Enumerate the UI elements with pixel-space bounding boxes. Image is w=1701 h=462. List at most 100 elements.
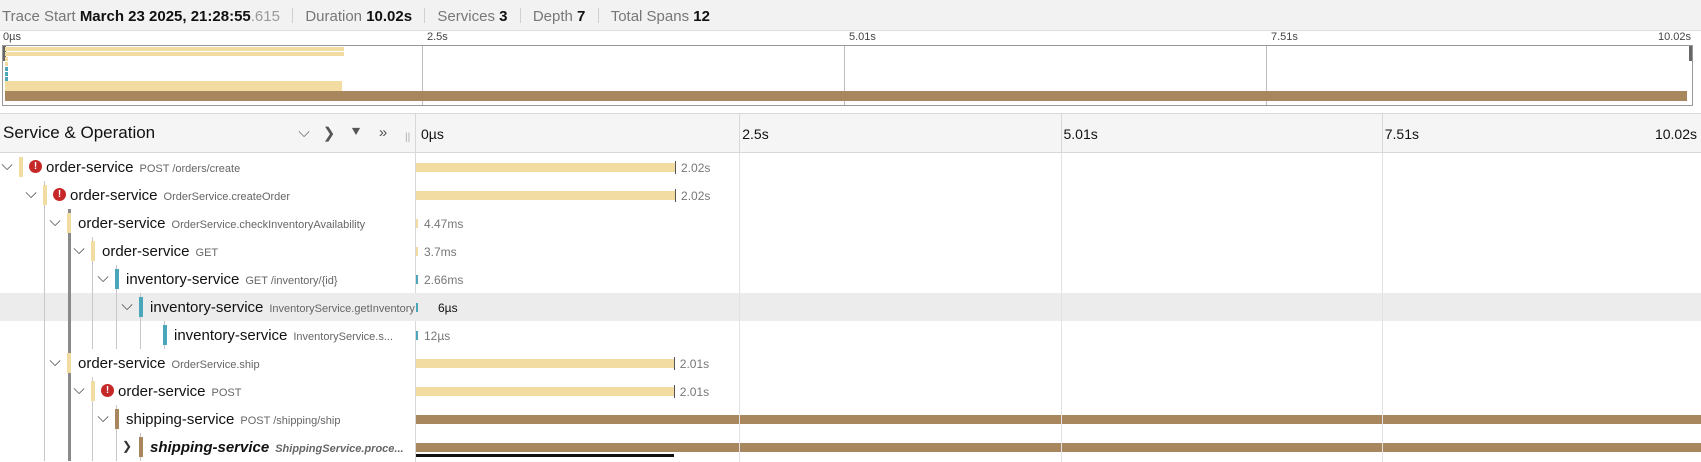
chevron-down-icon[interactable]: ⌵ (73, 381, 85, 398)
service-color-bar (115, 409, 119, 429)
chevron-down-icon[interactable]: ⌵ (49, 353, 61, 370)
collapse-one-icon[interactable]: ⌵ (298, 124, 310, 141)
chevron-down-icon[interactable]: ⌵ (25, 185, 37, 202)
span-row-label[interactable]: ⌵ order-service OrderService.checkInventor… (0, 209, 415, 237)
service-name: order-service OrderService.ship (78, 355, 260, 372)
span-row[interactable]: ⌵! order-service POST /orders/create 2.02s (0, 153, 1701, 181)
span-row-timeline[interactable]: 6µs (416, 293, 1701, 321)
expand-one-icon[interactable]: ❯ (322, 125, 336, 142)
span-row-timeline[interactable]: 2.01s (416, 377, 1701, 405)
tree-guide-line (44, 377, 45, 405)
service-color-bar (43, 185, 47, 205)
span-row-label[interactable]: ⌵! order-service POST (0, 377, 415, 405)
span-row[interactable]: ⌵ order-service GET 3.7ms (0, 237, 1701, 265)
service-color-bar (19, 157, 23, 177)
service-name: order-service GET (102, 243, 218, 260)
span-row[interactable]: inventory-service InventoryService.s... 12… (0, 321, 1701, 349)
tree-guide-line (68, 237, 71, 265)
minimap-span-bar (5, 81, 343, 86)
tree-guide-line (44, 265, 45, 293)
span-duration: 2.01s (679, 385, 710, 399)
service-name-text: order-service (102, 243, 190, 260)
span-bar[interactable] (416, 443, 1701, 452)
span-row-label[interactable]: ⌵ order-service OrderService.ship (0, 349, 415, 377)
span-row-timeline[interactable]: 12µs (416, 321, 1701, 349)
chevron-down-icon[interactable]: ⌵ (49, 213, 61, 230)
span-row-timeline[interactable]: 2.66ms (416, 265, 1701, 293)
span-row[interactable]: ⌵! order-service OrderService.createOrder 2… (0, 181, 1701, 209)
span-row[interactable]: ⌵ inventory-service GET /inventory/{id} 2.6… (0, 265, 1701, 293)
span-row-timeline[interactable]: 3.7ms (416, 237, 1701, 265)
span-end-marker (675, 161, 677, 174)
span-row[interactable]: ⌵ inventory-service InventoryService.getIn… (0, 293, 1701, 321)
column-title: Service & Operation (3, 123, 156, 142)
services-value: 3 (499, 8, 508, 25)
services-label: Services (437, 8, 495, 25)
column-divider (415, 114, 416, 153)
span-duration: 2.66ms (424, 273, 464, 287)
minimap-left-handle[interactable] (3, 46, 6, 61)
service-color-bar (139, 437, 143, 457)
tree-guide-line (44, 209, 45, 237)
span-row-timeline[interactable]: 2.02s (416, 153, 1701, 181)
chevron-down-icon[interactable]: ⌵ (73, 241, 85, 258)
service-name: order-service OrderService.checkInventory… (78, 215, 365, 232)
span-row[interactable]: ⌵ order-service OrderService.checkInventor… (0, 209, 1701, 237)
span-bar[interactable] (416, 275, 418, 284)
span-row-label[interactable]: ⌵! order-service POST /orders/create (0, 153, 415, 181)
span-end-marker (673, 357, 675, 370)
span-bar[interactable] (416, 191, 676, 200)
minimap-right-handle[interactable] (1689, 46, 1692, 61)
span-row-timeline[interactable] (416, 405, 1701, 433)
minimap-span-bar (5, 91, 1687, 96)
trace-start-label: Trace Start (2, 8, 76, 25)
span-bar[interactable] (416, 359, 674, 368)
chevron-down-icon[interactable]: ⌵ (97, 409, 109, 426)
span-bar[interactable] (416, 219, 418, 228)
trace-minimap[interactable] (2, 45, 1693, 106)
span-bar[interactable] (416, 387, 674, 396)
span-row-timeline[interactable]: 4.47ms (416, 209, 1701, 237)
minimap-gridline (844, 46, 845, 105)
span-row-label[interactable]: ⌵ order-service GET (0, 237, 415, 265)
span-row-timeline[interactable]: 2.01s (416, 349, 1701, 377)
span-rows: ⌵! order-service POST /orders/create 2.02s ⌵… (0, 153, 1701, 462)
chevron-right-icon[interactable]: ❯ (121, 439, 133, 453)
column-resize-handle[interactable]: || (405, 132, 411, 143)
span-bar[interactable] (416, 303, 418, 312)
duration-value: 10.02s (366, 8, 413, 25)
span-row[interactable]: ⌵ order-service OrderService.ship 2.01s (0, 349, 1701, 377)
span-row[interactable]: ⌵ shipping-service POST /shipping/ship (0, 405, 1701, 433)
span-bar[interactable] (416, 331, 418, 340)
service-name-text: order-service (46, 159, 134, 176)
span-row-timeline[interactable]: 2.02s (416, 181, 1701, 209)
tree-guide-line (44, 349, 45, 377)
expand-all-icon[interactable]: » (378, 124, 388, 141)
timeline-tick-line (1381, 114, 1383, 153)
span-row-label[interactable]: ⌵ inventory-service InventoryService.getIn… (0, 293, 415, 321)
span-row-label[interactable]: ❯ shipping-service ShippingService.proce..… (0, 433, 415, 461)
span-bar[interactable] (416, 415, 1701, 424)
span-bar[interactable] (416, 247, 418, 256)
chevron-down-icon[interactable]: ⌵ (121, 297, 133, 314)
operation-name: OrderService.ship (171, 359, 260, 371)
service-name: inventory-service InventoryService.s... (174, 327, 393, 344)
header-separator (292, 8, 294, 23)
span-row[interactable]: ⌵! order-service POST 2.01s (0, 377, 1701, 405)
span-row-label[interactable]: ⌵ inventory-service GET /inventory/{id} (0, 265, 415, 293)
chevron-down-icon[interactable]: ⌵ (1, 157, 13, 174)
span-row-label[interactable]: inventory-service InventoryService.s... (0, 321, 415, 349)
minimap-span-bar (5, 71, 8, 76)
span-row[interactable]: ❯ shipping-service ShippingService.proce..… (0, 433, 1701, 461)
span-row-label[interactable]: ⌵! order-service OrderService.createOrder (0, 181, 415, 209)
span-bar[interactable] (416, 163, 676, 172)
span-row-label[interactable]: ⌵ shipping-service POST /shipping/ship (0, 405, 415, 433)
chevron-down-icon[interactable]: ⌵ (97, 269, 109, 286)
span-duration: 6µs (438, 301, 458, 315)
span-row-timeline[interactable] (416, 433, 1701, 461)
total-spans-label: Total Spans (610, 8, 690, 25)
operation-name: OrderService.createOrder (163, 191, 291, 203)
collapse-all-icon[interactable]: ⯆ (349, 124, 362, 141)
minimap-span-bar (5, 86, 343, 91)
operation-name: POST /shipping/ship (240, 415, 341, 427)
